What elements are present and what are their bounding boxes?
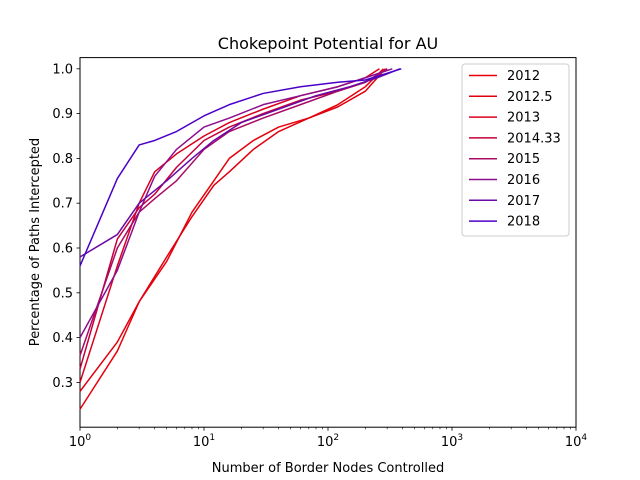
legend: 2012 2012.5 2013 2014.33 2015 2016 2017 2018 bbox=[461, 63, 570, 237]
series-line-2018 bbox=[79, 68, 402, 267]
legend-label: 2018 bbox=[507, 215, 540, 230]
legend-frame bbox=[461, 63, 570, 237]
legend-label: 2014.33 bbox=[507, 131, 561, 146]
y-axis-label: Percentage of Paths Intercepted bbox=[28, 138, 43, 346]
series-line-2012 bbox=[79, 68, 384, 410]
x-axis-ticks: 100 101 102 103 104 bbox=[69, 427, 588, 450]
series-line-2015 bbox=[79, 68, 388, 356]
legend-label: 2015 bbox=[507, 152, 540, 167]
legend-label: 2013 bbox=[507, 111, 540, 126]
y-tick-label: 0.9 bbox=[52, 107, 73, 122]
y-tick-label: 0.3 bbox=[52, 376, 73, 391]
y-axis-ticks: 0.3 0.4 0.5 0.6 0.7 0.8 0.9 1.0 bbox=[52, 62, 80, 391]
y-tick-label: 0.6 bbox=[52, 242, 73, 257]
y-tick-label: 0.7 bbox=[52, 197, 73, 212]
series-line-2014-33 bbox=[79, 68, 388, 370]
y-tick-label: 1.0 bbox=[52, 62, 73, 77]
chart-title: Chokepoint Potential for AU bbox=[218, 34, 438, 53]
series-line-2016 bbox=[79, 68, 393, 338]
y-tick-label: 0.5 bbox=[52, 286, 73, 301]
series-lines bbox=[79, 68, 402, 410]
series-line-2017 bbox=[79, 68, 401, 258]
legend-label: 2012.5 bbox=[507, 90, 553, 105]
y-tick-label: 0.8 bbox=[52, 152, 73, 167]
x-axis-label: Number of Border Nodes Controlled bbox=[212, 461, 444, 476]
series-line-2012-5 bbox=[79, 68, 386, 392]
x-tick-label: 104 bbox=[565, 433, 588, 450]
x-tick-label: 102 bbox=[317, 433, 339, 450]
x-tick-label: 100 bbox=[69, 433, 92, 450]
x-tick-label: 101 bbox=[193, 433, 215, 450]
y-tick-label: 0.4 bbox=[52, 331, 73, 346]
legend-label: 2012 bbox=[507, 69, 540, 84]
legend-label: 2017 bbox=[507, 194, 540, 209]
legend-label: 2016 bbox=[507, 173, 540, 188]
x-tick-label: 103 bbox=[441, 433, 463, 450]
